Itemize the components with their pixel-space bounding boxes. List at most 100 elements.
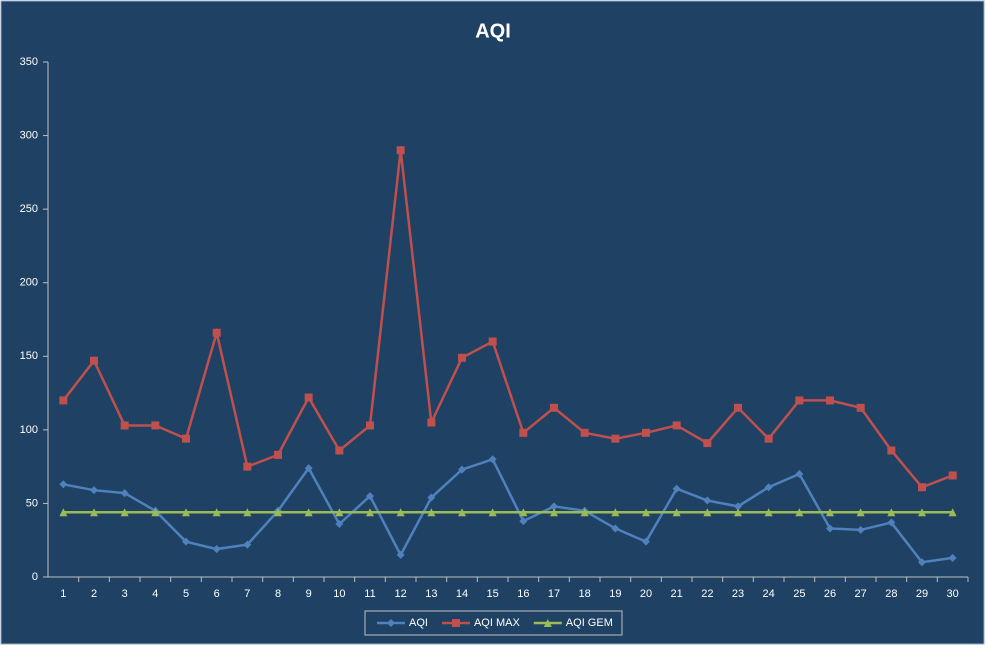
- data-point: [580, 428, 589, 437]
- data-point: [580, 508, 589, 517]
- data-point: [826, 396, 834, 405]
- data-point: [212, 508, 221, 517]
- data-point: [243, 462, 252, 471]
- data-point: [703, 439, 712, 448]
- data-point: [948, 553, 957, 562]
- x-tick-label: 12: [395, 588, 407, 600]
- data-point: [703, 508, 712, 517]
- data-point: [887, 446, 896, 455]
- data-point: [611, 508, 620, 517]
- data-point: [458, 508, 466, 517]
- data-point: [212, 545, 221, 554]
- data-point: [734, 502, 742, 511]
- x-tick-label: 13: [425, 588, 437, 600]
- y-tick-label: 150: [20, 350, 38, 362]
- data-point: [151, 508, 160, 517]
- data-point: [274, 450, 282, 459]
- x-tick-label: 22: [701, 588, 713, 600]
- data-point: [304, 464, 313, 473]
- x-tick-label: 27: [855, 588, 867, 600]
- x-tick-label: 1: [60, 588, 66, 600]
- data-point: [427, 493, 436, 502]
- data-point: [366, 492, 374, 501]
- data-point: [519, 508, 528, 517]
- series-line: [63, 457, 953, 564]
- data-point: [90, 356, 98, 365]
- data-point: [672, 508, 681, 517]
- data-point: [212, 328, 221, 337]
- data-point: [764, 508, 773, 517]
- data-point: [642, 508, 650, 517]
- x-tick-label: 11: [364, 588, 375, 600]
- data-point: [304, 508, 313, 517]
- data-point: [243, 508, 252, 517]
- x-tick-label: 8: [275, 588, 281, 600]
- data-point: [335, 508, 344, 517]
- chart-title: AQI: [475, 20, 511, 42]
- legend-marker: [543, 619, 552, 627]
- data-point: [550, 508, 558, 517]
- data-point: [642, 537, 650, 546]
- data-point: [120, 508, 129, 517]
- data-point: [948, 471, 957, 480]
- data-point: [948, 508, 957, 517]
- x-tick-label: 7: [244, 588, 250, 600]
- data-point: [918, 508, 926, 517]
- data-point: [826, 508, 834, 517]
- data-point: [795, 508, 804, 517]
- data-point: [703, 496, 712, 505]
- data-point: [856, 403, 865, 412]
- data-point: [764, 483, 773, 492]
- x-tick-label: 26: [824, 588, 836, 600]
- y-tick-label: 250: [20, 203, 38, 215]
- data-point: [856, 508, 865, 517]
- data-point: [550, 502, 558, 511]
- x-tick-label: 4: [152, 588, 158, 600]
- data-point: [335, 446, 344, 455]
- data-point: [458, 353, 466, 362]
- x-tick-label: 16: [517, 588, 529, 600]
- data-point: [151, 421, 160, 430]
- x-tick-label: 17: [548, 588, 560, 600]
- legend-label: AQI: [409, 617, 428, 629]
- x-tick-label: 28: [885, 588, 897, 600]
- data-point: [734, 508, 742, 517]
- x-tick-label: 30: [947, 588, 959, 600]
- data-point: [458, 465, 466, 474]
- x-tick-label: 20: [640, 588, 652, 600]
- data-point: [182, 537, 190, 546]
- legend-marker: [451, 619, 460, 627]
- y-tick-label: 350: [20, 56, 38, 68]
- legend-box: [364, 610, 623, 636]
- data-point: [826, 524, 834, 533]
- x-tick-label: 23: [732, 588, 744, 600]
- data-point: [672, 421, 681, 430]
- data-point: [59, 480, 68, 489]
- data-point: [642, 428, 650, 437]
- data-point: [335, 520, 344, 529]
- x-tick-label: 9: [306, 588, 312, 600]
- data-point: [764, 434, 773, 443]
- data-point: [59, 396, 68, 405]
- y-tick-label: 0: [32, 571, 38, 583]
- x-tick-label: 29: [916, 588, 928, 600]
- x-tick-label: 18: [579, 588, 591, 600]
- data-point: [366, 421, 374, 430]
- data-point: [182, 434, 190, 443]
- x-tick-label: 14: [456, 588, 468, 600]
- data-point: [550, 403, 558, 412]
- data-point: [59, 508, 68, 517]
- data-point: [366, 508, 374, 517]
- x-tick-label: 25: [793, 588, 805, 600]
- data-point: [519, 517, 528, 526]
- y-tick-label: 300: [20, 129, 38, 141]
- data-point: [243, 540, 252, 549]
- data-point: [488, 337, 497, 346]
- data-point: [120, 421, 129, 430]
- data-point: [488, 455, 497, 464]
- y-tick-label: 50: [26, 497, 38, 509]
- data-point: [396, 550, 405, 559]
- data-point: [396, 146, 405, 155]
